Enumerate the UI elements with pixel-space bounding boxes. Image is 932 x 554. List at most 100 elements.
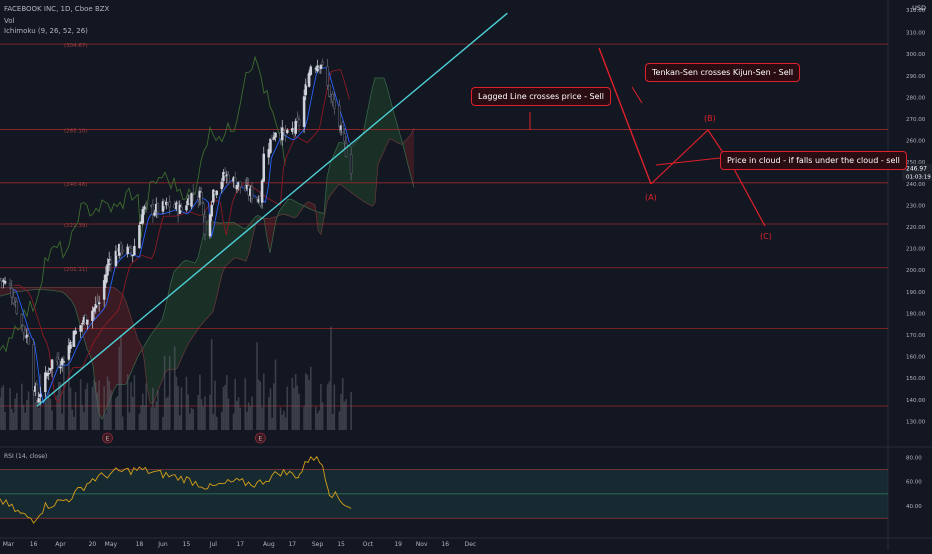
ichimoku-cloud-segment [18, 287, 21, 292]
volume-bar [153, 407, 156, 430]
volume-bar [209, 394, 211, 430]
volume-bar [326, 384, 329, 430]
volume-bar [190, 407, 193, 430]
volume-bar [24, 412, 26, 430]
volume-bar [279, 407, 282, 430]
ichimoku-cloud-segment [318, 211, 321, 235]
candle-body [168, 201, 171, 208]
time-tick-label: Oct [363, 541, 374, 548]
candle-body [0, 278, 3, 282]
volume-bar [157, 390, 159, 430]
volume-bar [116, 396, 119, 430]
volume-bar [338, 411, 341, 430]
volume-bar [96, 392, 99, 430]
volume-bar [155, 401, 158, 430]
ichimoku-cloud-segment [366, 103, 369, 205]
volume-bar [143, 405, 146, 430]
callout-tenkan-kijun: Tenkan-Sen crosses Kijun-Sen - Sell [645, 63, 801, 82]
candle-body [262, 153, 266, 182]
senkou-span-b [0, 128, 415, 405]
ichimoku-cloud-segment [126, 301, 129, 385]
ichimoku-cloud-segment [282, 203, 285, 215]
candle-body [307, 72, 311, 87]
horizontal-level-label: (265.10) [64, 129, 88, 135]
ichimoku-cloud-segment [33, 287, 36, 290]
price-tick-label: 250.00 [906, 160, 926, 166]
ichimoku-cloud-segment [270, 217, 273, 253]
time-tick-label: 17 [236, 541, 244, 548]
ichimoku-cloud-segment [213, 221, 216, 312]
time-tick-label: Sep [312, 541, 324, 548]
ichimoku-indicator-label[interactable]: Ichimoku (9, 26, 52, 26) [4, 27, 88, 35]
volume-bar [247, 402, 250, 430]
volume-bar [262, 373, 265, 430]
candle-body [294, 120, 297, 134]
candle-body [32, 344, 35, 391]
volume-bar [343, 401, 346, 430]
currency-label[interactable]: USD [912, 4, 926, 12]
candle-body [35, 383, 39, 401]
volume-bar [286, 386, 289, 430]
volume-bar [226, 375, 228, 430]
ichimoku-cloud-segment [210, 221, 213, 315]
volume-bar [192, 409, 194, 430]
volume-bar [175, 376, 178, 430]
candle-body [37, 398, 40, 403]
ichimoku-cloud-segment [75, 287, 78, 318]
earnings-marker [254, 432, 266, 444]
price-tick-label: 150.00 [906, 376, 926, 382]
candle-body [12, 297, 15, 304]
volume-bar [0, 396, 1, 430]
ichimoku-cloud-segment [372, 77, 375, 207]
ichimoku-cloud-segment [408, 134, 411, 177]
earnings-marker-label: E [259, 436, 263, 443]
candle-body [235, 184, 239, 190]
candle-body [212, 189, 215, 203]
candle-body [109, 259, 113, 264]
candle-body [238, 181, 242, 188]
price-tick-label: 310.00 [906, 31, 926, 37]
candle-body [131, 254, 134, 257]
volume-bar [63, 355, 65, 430]
ichimoku-cloud-segment [156, 323, 159, 397]
candle-body [121, 249, 124, 252]
ichimoku-cloud-segment [189, 261, 192, 343]
candle-body [260, 180, 264, 203]
candle-body [338, 105, 341, 128]
candle-body [286, 129, 289, 133]
volume-bar [244, 378, 247, 430]
time-tick-label: Dec [465, 541, 477, 548]
ichimoku-cloud-segment [231, 222, 234, 262]
volume-bar [74, 391, 77, 430]
volume-bar [2, 385, 5, 430]
ichimoku-cloud-segment [291, 199, 294, 218]
ichimoku-cloud-segment [285, 199, 288, 216]
volume-bar [187, 394, 189, 430]
volume-bar [131, 396, 134, 430]
ichimoku-cloud-segment [36, 287, 39, 290]
candle-body [126, 246, 129, 255]
volume-bar [202, 406, 205, 430]
volume-bar [46, 399, 48, 430]
volume-bar [199, 374, 201, 430]
ichimoku-cloud-segment [129, 311, 132, 378]
symbol-title[interactable]: FACEBOOK INC, 1D, Cboe BZX [4, 5, 110, 13]
volume-bar [237, 397, 240, 430]
volume-indicator-label[interactable]: Vol [4, 17, 15, 25]
candle-body [304, 84, 308, 96]
ichimoku-cloud-segment [132, 320, 135, 371]
volume-bar [345, 399, 347, 430]
volume-bar [12, 412, 15, 430]
callout-tenkan-pointer [631, 86, 643, 104]
ichimoku-cloud-segment [192, 262, 195, 338]
ichimoku-cloud-segment [42, 287, 45, 290]
candle-body [267, 149, 271, 158]
ichimoku-cloud-segment [267, 218, 270, 253]
volume-bar [340, 393, 342, 430]
candle-body [86, 319, 89, 325]
horizontal-level-label: (304.67) [64, 43, 88, 49]
volume-bar [115, 397, 117, 430]
time-tick-label: Apr [55, 541, 66, 548]
